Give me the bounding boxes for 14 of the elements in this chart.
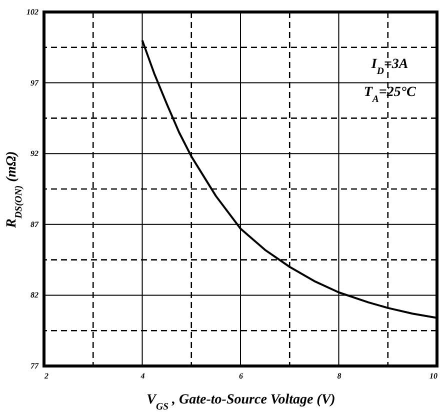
- y-tick-label: 77: [30, 362, 40, 370]
- x-tick-label: 6: [239, 372, 243, 380]
- annotation: T$_{A}$=25°C: [364, 85, 417, 104]
- x-tick-label: 10: [430, 372, 438, 380]
- y-tick-label: 97: [30, 78, 40, 88]
- x-tick-label: 2: [44, 372, 48, 380]
- x-axis-title: V$_{GS}$ , Gate-to-Source Voltage (V): [146, 392, 336, 412]
- y-tick-label: 82: [30, 290, 38, 300]
- y-tick-label: 102: [26, 8, 38, 16]
- x-tick-label: 8: [337, 372, 342, 380]
- x-tick-label: 4: [140, 372, 145, 380]
- y-tick-label: 92: [30, 149, 38, 158]
- annotation: I$_{D}$=3A: [370, 57, 408, 76]
- y-tick-label: 87: [30, 220, 40, 229]
